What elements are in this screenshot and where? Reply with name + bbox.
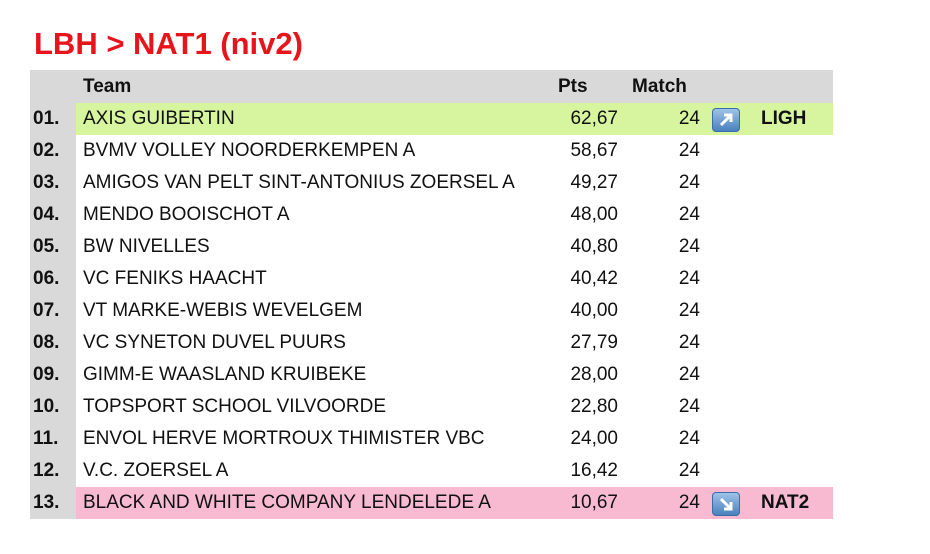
status: LIGH [761,108,807,129]
rank: 11. [33,428,59,449]
matches: 24 [678,300,700,321]
rank-cell [30,455,76,487]
points: 48,00 [570,204,618,225]
rank-cell [30,135,76,167]
table-row: 13. BLACK AND WHITE COMPANY LENDELEDE A 10… [30,487,833,519]
matches: 24 [678,428,700,449]
table-row: 09. GIMM-E WAASLAND KRUIBEKE 28,00 24 [30,359,833,391]
team: VC FENIKS HAACHT [83,268,267,289]
table-row: 05. BW NIVELLES 40,80 24 [30,231,833,263]
matches: 24 [678,204,700,225]
rank: 12. [33,460,60,481]
rank-cell [30,295,76,327]
points: 27,79 [570,332,618,353]
matches: 24 [678,332,700,353]
matches: 24 [678,172,700,193]
table-row: 03. AMIGOS VAN PELT SINT-ANTONIUS ZOERSEL… [30,167,833,199]
table-row: 08. VC SYNETON DUVEL PUURS 27,79 24 [30,327,833,359]
rank: 03. [33,172,60,193]
points: 40,42 [570,268,618,289]
rank: 02. [33,140,60,161]
rank-cell [30,327,76,359]
rank-cell [30,359,76,391]
matches: 24 [678,108,700,129]
trend-icon [712,492,740,516]
points: 40,80 [570,236,618,257]
table-header [30,70,833,103]
points: 62,67 [570,108,618,129]
rank-cell [30,487,76,519]
team: BLACK AND WHITE COMPANY LENDELEDE A [83,492,491,513]
table-row: 12. V.C. ZOERSEL A 16,42 24 [30,455,833,487]
rank-cell [30,231,76,263]
table-row: 02. BVMV VOLLEY NOORDERKEMPEN A 58,67 24 [30,135,833,167]
matches: 24 [678,140,700,161]
table-row: 11. ENVOL HERVE MORTROUX THIMISTER VBC 24,… [30,423,833,455]
team: BVMV VOLLEY NOORDERKEMPEN A [83,140,416,161]
table-row: 10. TOPSPORT SCHOOL VILVOORDE 22,80 24 [30,391,833,423]
points: 58,67 [570,140,618,161]
team: BW NIVELLES [83,236,210,257]
matches: 24 [678,236,700,257]
team: GIMM-E WAASLAND KRUIBEKE [83,364,367,385]
rank-cell [30,423,76,455]
column-header: Match [632,76,687,97]
team: MENDO BOOISCHOT A [83,204,290,225]
points: 49,27 [570,172,618,193]
team: AXIS GUIBERTIN [83,108,235,129]
team: AMIGOS VAN PELT SINT-ANTONIUS ZOERSEL A [83,172,515,193]
rank: 05. [33,236,60,257]
points: 10,67 [570,492,618,513]
rank: 08. [33,332,60,353]
team: VT MARKE-WEBIS WEVELGEM [83,300,363,321]
team: TOPSPORT SCHOOL VILVOORDE [83,396,387,417]
rank-cell [30,263,76,295]
points: 40,00 [570,300,618,321]
arrow [719,497,733,511]
rank: 07. [33,300,60,321]
points: 16,42 [570,460,618,481]
points: 28,00 [570,364,618,385]
rank-cell [30,103,76,135]
title: LBH > NAT1 (niv2) [34,26,303,61]
team: ENVOL HERVE MORTROUX THIMISTER VBC [83,428,485,449]
rank: 13. [33,492,60,513]
matches: 24 [678,268,700,289]
table-row: 04. MENDO BOOISCHOT A 48,00 24 [30,199,833,231]
team: VC SYNETON DUVEL PUURS [83,332,346,353]
matches: 24 [678,364,700,385]
trend-icon [712,108,740,132]
rank-cell [30,167,76,199]
rank-cell [30,391,76,423]
table-row: 01. AXIS GUIBERTIN 62,67 24 LIGH [30,103,833,135]
status: NAT2 [761,492,810,513]
rank: 10. [33,396,60,417]
column-header: Team [83,76,132,97]
team: V.C. ZOERSEL A [83,460,229,481]
rank-cell [30,199,76,231]
table-row: 07. VT MARKE-WEBIS WEVELGEM 40,00 24 [30,295,833,327]
rank: 01. [33,108,60,129]
arrow [719,113,733,127]
rank: 06. [33,268,60,289]
points: 22,80 [570,396,618,417]
rank: 09. [33,364,60,385]
matches: 24 [678,396,700,417]
matches: 24 [678,460,700,481]
points: 24,00 [570,428,618,449]
matches: 24 [678,492,700,513]
column-header: Pts [558,76,588,97]
rank: 04. [33,204,60,225]
table-row: 06. VC FENIKS HAACHT 40,42 24 [30,263,833,295]
